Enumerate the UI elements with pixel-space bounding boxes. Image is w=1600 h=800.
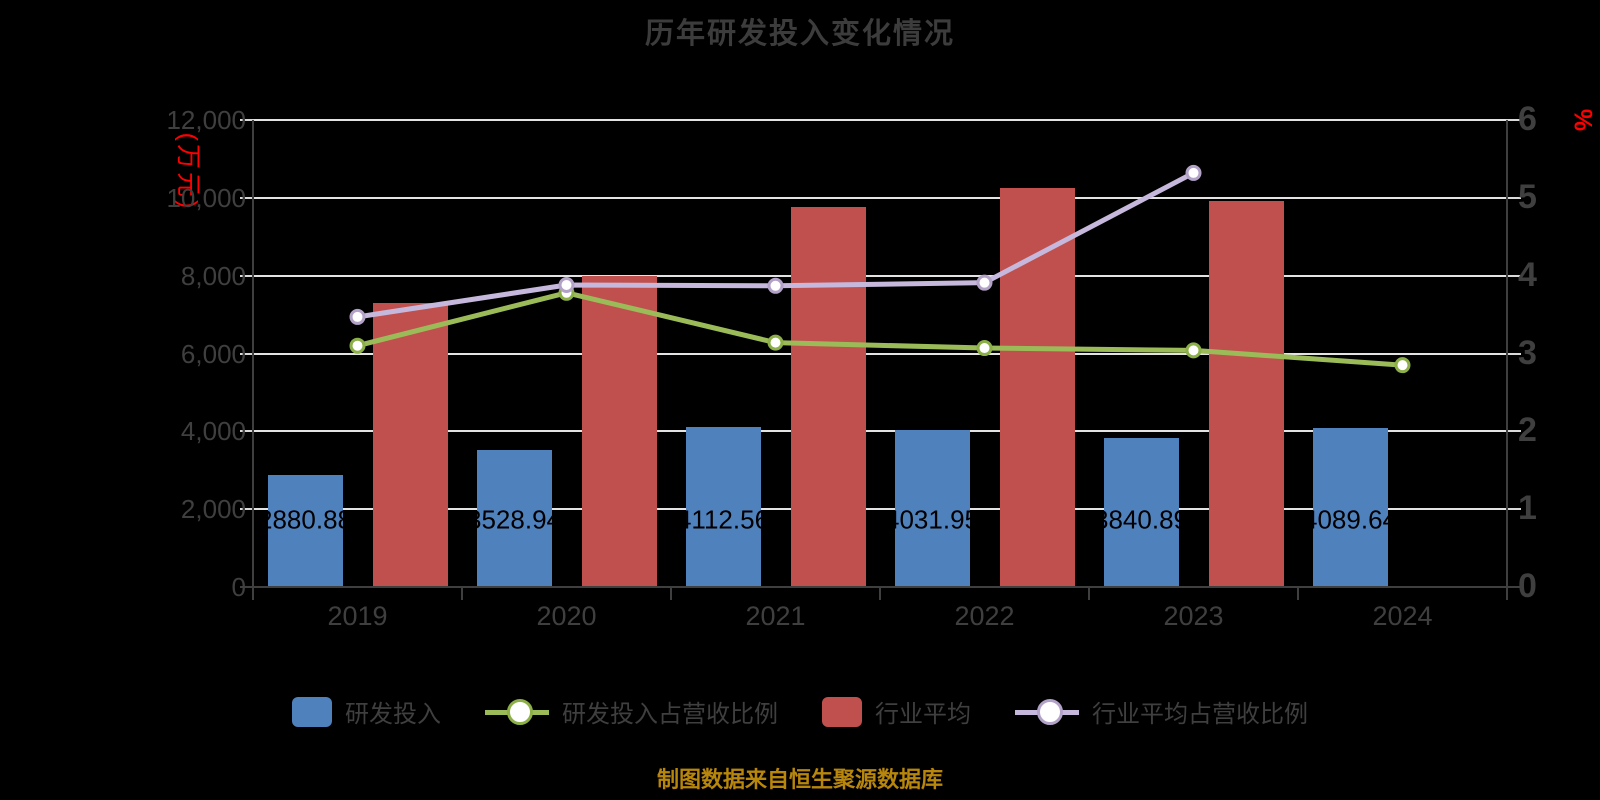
legend-swatch-line-marker <box>485 698 549 726</box>
right-axis-tick <box>1506 508 1521 511</box>
legend-item-rd-investment: 研发投入 <box>292 694 441 729</box>
gridline <box>253 430 1507 433</box>
right-axis-tick-label: 3 <box>1518 333 1537 372</box>
rd-ratio-marker <box>1394 357 1411 374</box>
legend-label: 研发投入占营收比例 <box>562 701 778 728</box>
industry-average-bar <box>581 276 657 587</box>
left-axis-tick <box>240 508 254 511</box>
x-axis-label: 2021 <box>745 601 806 631</box>
left-axis-tick-label: 0 <box>231 572 246 602</box>
left-axis-tick <box>240 352 254 355</box>
rd-ratio-marker <box>767 334 784 351</box>
legend-item-rd-ratio: 行业平均 <box>822 694 971 729</box>
rd-investment-bar <box>267 474 343 587</box>
industry-average-bar <box>790 206 866 587</box>
legend-label: 行业平均占营收比例 <box>1092 701 1308 728</box>
legend: 研发投入 研发投入占营收比例 行业平均 行业平均占营收比例 <box>0 694 1600 729</box>
legend-label: 行业平均 <box>875 701 971 728</box>
bar-value-label: 4112.56 <box>676 504 770 535</box>
bar-value-label: 3528.94 <box>467 504 561 535</box>
x-axis-label: 2024 <box>1372 601 1433 631</box>
industry-ratio-marker <box>558 277 575 294</box>
legend-label: 研发投入 <box>345 701 441 728</box>
right-axis-tick <box>1506 352 1521 355</box>
industry-ratio-marker <box>767 277 784 294</box>
right-axis-tick-label: 5 <box>1518 177 1537 216</box>
rd-ratio-marker <box>1185 342 1202 359</box>
industry-ratio-marker <box>349 308 366 325</box>
gridline <box>253 274 1507 277</box>
x-axis-tick <box>461 587 463 600</box>
x-axis-tick <box>1297 587 1299 600</box>
x-axis-label: 2022 <box>954 601 1015 631</box>
rd-investment-bar <box>685 426 761 587</box>
x-axis-label: 2020 <box>536 601 597 631</box>
chart-title: 历年研发投入变化情况 <box>644 18 955 50</box>
left-axis-tick <box>240 119 254 121</box>
bar-value-label: 3840.89 <box>1094 504 1188 535</box>
left-axis-tick-label: 6,000 <box>180 338 246 369</box>
x-axis-label: 2023 <box>1163 601 1224 631</box>
industry-ratio-marker <box>976 274 993 291</box>
rd-investment-bar <box>476 449 552 587</box>
left-axis-tick <box>240 196 254 199</box>
left-axis-tick <box>240 274 254 277</box>
right-axis-tick <box>1506 119 1521 121</box>
industry-ratio-marker <box>1185 164 1202 181</box>
legend-marker-dot <box>507 698 533 725</box>
legend-swatch-box <box>822 696 862 727</box>
gridline <box>253 119 1507 121</box>
legend-swatch-line-marker <box>1015 698 1079 726</box>
left-axis-line <box>252 120 254 600</box>
left-axis-tick <box>240 430 254 433</box>
right-axis-line <box>1506 120 1508 600</box>
rd-ratio-marker <box>976 340 993 357</box>
x-axis-line <box>240 586 1521 588</box>
industry-ratio-line <box>357 170 1195 320</box>
bar-value-label: 2880.88 <box>258 504 352 535</box>
legend-item-industry-average: 研发投入占营收比例 <box>485 694 778 729</box>
right-axis-tick-label: 1 <box>1518 489 1537 528</box>
rd-investment-bar <box>1312 427 1388 587</box>
rd-investment-bar <box>1103 437 1179 587</box>
right-axis-tick-label: 2 <box>1518 411 1537 450</box>
x-axis-tick <box>1088 587 1090 600</box>
industry-average-bar <box>372 302 448 587</box>
gridline <box>253 196 1507 199</box>
bar-value-label: 4089.64 <box>1303 504 1397 535</box>
source-note: 制图数据来自恒生聚源数据库 <box>656 767 943 792</box>
x-axis-label: 2019 <box>327 601 388 631</box>
rd-investment-bar <box>894 430 970 587</box>
left-axis-tick-label: 8,000 <box>180 260 246 291</box>
line-series-overlay <box>349 164 1411 374</box>
right-axis-tick-label: 0 <box>1518 567 1537 605</box>
left-axis-tick-label: 12,000 <box>166 105 246 135</box>
rd-ratio-line <box>356 290 1403 368</box>
legend-marker-dot <box>1037 698 1063 725</box>
x-axis-tick <box>670 587 672 600</box>
left-axis-tick-label: 10,000 <box>166 182 246 213</box>
gridline <box>253 352 1507 355</box>
bar-value-label: 4031.95 <box>885 504 979 535</box>
gridline <box>253 508 1507 511</box>
rd-ratio-marker <box>349 337 366 354</box>
legend-item-industry-ratio: 行业平均占营收比例 <box>1015 694 1308 729</box>
right-axis-tick-label: 6 <box>1518 100 1537 138</box>
left-axis-tick-label: 4,000 <box>180 416 246 447</box>
right-axis-tick <box>1506 196 1521 199</box>
legend-swatch-box <box>292 696 332 727</box>
left-axis-tick-label: 2,000 <box>180 494 246 525</box>
x-axis-tick <box>879 587 881 600</box>
right-axis-tick <box>1506 430 1521 433</box>
right-axis-tick <box>1506 274 1521 277</box>
industry-average-bar <box>1208 200 1284 587</box>
right-axis-tick-label: 4 <box>1518 255 1537 294</box>
